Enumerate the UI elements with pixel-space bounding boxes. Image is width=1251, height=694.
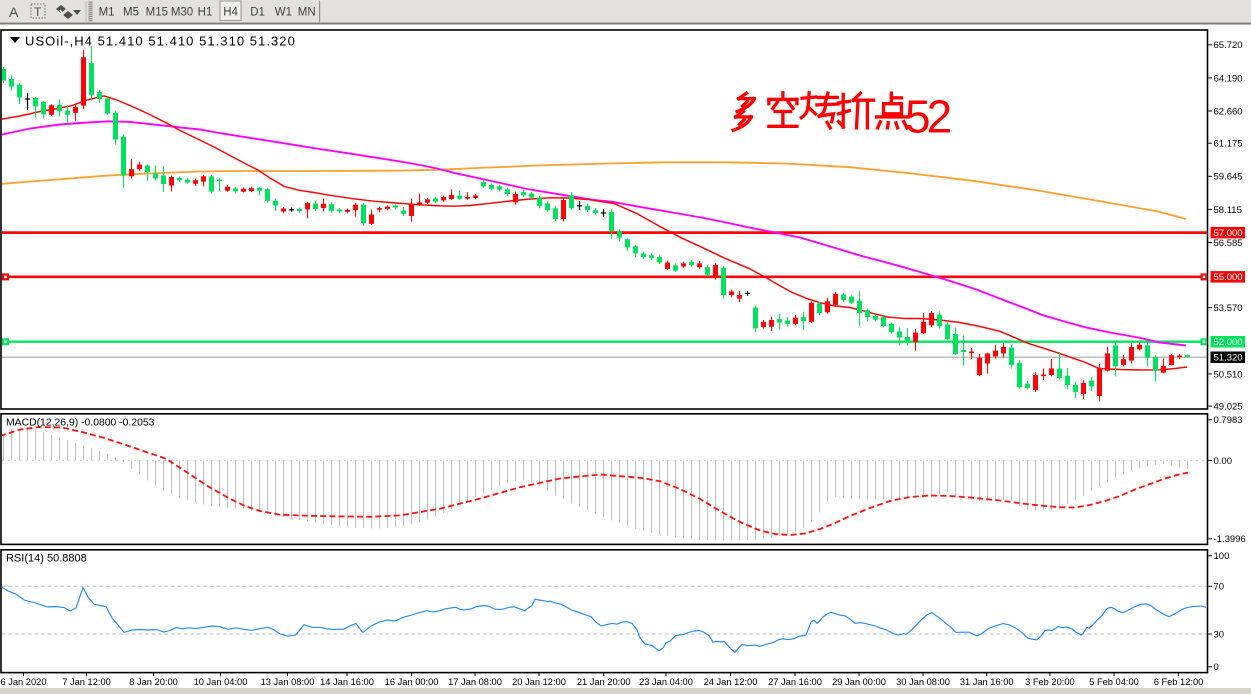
svg-text:7 Jan 12:00: 7 Jan 12:00 <box>62 677 111 687</box>
svg-text:8 Jan 20:00: 8 Jan 20:00 <box>129 677 178 687</box>
svg-text:M1: M1 <box>99 7 115 19</box>
svg-text:17 Jan 08:00: 17 Jan 08:00 <box>448 677 502 687</box>
svg-text:30 Jan 08:00: 30 Jan 08:00 <box>896 677 950 687</box>
svg-text:23 Jan 04:00: 23 Jan 04:00 <box>639 677 693 687</box>
svg-text:53.570: 53.570 <box>1214 303 1243 314</box>
svg-text:-1.3996: -1.3996 <box>1214 534 1246 545</box>
svg-text:56.585: 56.585 <box>1214 238 1243 249</box>
svg-text:100: 100 <box>1214 551 1230 562</box>
svg-text:70: 70 <box>1214 582 1225 593</box>
svg-text:58.115: 58.115 <box>1214 205 1242 216</box>
svg-text:52: 52 <box>905 91 951 143</box>
svg-text:3 Feb 20:00: 3 Feb 20:00 <box>1025 677 1075 687</box>
svg-text:62.660: 62.660 <box>1214 106 1243 117</box>
svg-text:51.320: 51.320 <box>1214 353 1243 364</box>
svg-text:A: A <box>9 4 19 20</box>
svg-text:65.720: 65.720 <box>1214 40 1243 51</box>
svg-text:M30: M30 <box>171 7 193 19</box>
svg-text:0.00: 0.00 <box>1214 456 1233 467</box>
svg-text:M5: M5 <box>123 7 139 19</box>
svg-text:31 Jan 16:00: 31 Jan 16:00 <box>960 677 1014 687</box>
svg-text:59.645: 59.645 <box>1214 172 1243 183</box>
svg-text:MN: MN <box>298 7 316 19</box>
svg-text:20 Jan 12:00: 20 Jan 12:00 <box>512 677 566 687</box>
svg-text:24 Jan 12:00: 24 Jan 12:00 <box>704 677 758 687</box>
svg-text:29 Jan 00:00: 29 Jan 00:00 <box>832 677 886 687</box>
svg-text:27 Jan 16:00: 27 Jan 16:00 <box>768 677 822 687</box>
svg-text:6 Feb 12:00: 6 Feb 12:00 <box>1154 677 1204 687</box>
svg-text:0.7983: 0.7983 <box>1214 415 1243 426</box>
svg-text:16 Jan 00:00: 16 Jan 00:00 <box>385 677 439 687</box>
svg-text:RSI(14) 50.8808: RSI(14) 50.8808 <box>6 553 87 565</box>
svg-text:USOil-,H4 51.410 51.410 51.31: USOil-,H4 51.410 51.410 51.310 51.320 <box>25 34 296 49</box>
svg-text:61.175: 61.175 <box>1214 139 1243 150</box>
svg-text:5 Feb 04:00: 5 Feb 04:00 <box>1089 677 1139 687</box>
svg-text:M15: M15 <box>146 7 168 19</box>
svg-text:H4: H4 <box>223 7 238 19</box>
svg-text:6 Jan 2020: 6 Jan 2020 <box>0 677 46 687</box>
svg-text:55.000: 55.000 <box>1214 272 1243 283</box>
svg-text:10 Jan 04:00: 10 Jan 04:00 <box>194 677 248 687</box>
svg-text:13 Jan 08:00: 13 Jan 08:00 <box>261 677 315 687</box>
svg-text:T: T <box>34 5 42 19</box>
svg-text:0: 0 <box>1214 662 1219 673</box>
svg-text:57.000: 57.000 <box>1214 228 1243 239</box>
svg-text:H1: H1 <box>198 7 213 19</box>
svg-text:W1: W1 <box>275 7 292 19</box>
svg-text:52.000: 52.000 <box>1214 337 1243 348</box>
svg-text:MACD(12,26,9) -0.0800 -0.2053: MACD(12,26,9) -0.0800 -0.2053 <box>6 418 155 429</box>
svg-text:50.510: 50.510 <box>1214 369 1243 380</box>
svg-text:14 Jan 16:00: 14 Jan 16:00 <box>320 677 374 687</box>
svg-text:49.025: 49.025 <box>1214 402 1243 413</box>
svg-text:30: 30 <box>1214 629 1225 640</box>
svg-text:21 Jan 20:00: 21 Jan 20:00 <box>577 677 631 687</box>
svg-text:D1: D1 <box>250 7 265 19</box>
svg-text:64.190: 64.190 <box>1214 73 1243 84</box>
